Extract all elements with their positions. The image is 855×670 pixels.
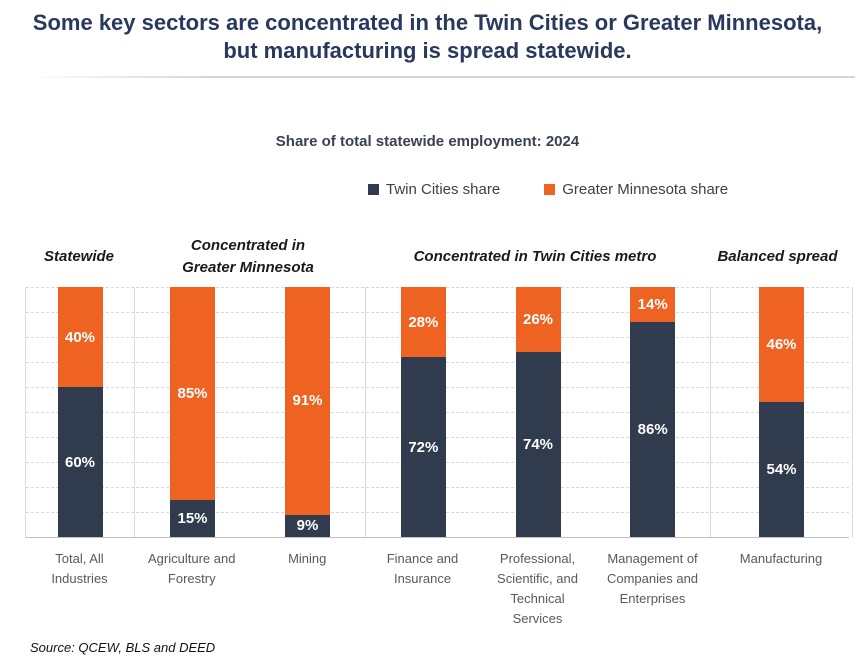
legend-label: Twin Cities share	[386, 181, 501, 198]
legend-swatch-twin-cities-icon	[368, 184, 379, 195]
bar-value-label: 85%	[177, 384, 208, 402]
category-tick-label: Professional, Scientific, and Technical …	[497, 551, 578, 626]
tick-slot: Total, All Industries	[25, 549, 134, 629]
bar-value-label: 28%	[408, 313, 439, 331]
bar-value-label: 15%	[177, 509, 208, 527]
group-header-label: Balanced spread	[717, 248, 838, 265]
bar-value-label: 9%	[296, 517, 319, 535]
stacked-bar: 28% 72%	[400, 287, 446, 537]
page-title: Some key sectors are concentrated in the…	[0, 9, 855, 65]
legend-label: Greater Minnesota share	[562, 181, 729, 198]
category-tick-label: Agriculture and Forestry	[148, 551, 236, 586]
bar-value-label: 40%	[64, 328, 96, 346]
legend-swatch-greater-minnesota-icon	[544, 184, 556, 195]
panel-0: 40% 60%	[26, 287, 135, 537]
tick-slot: Management of Companies and Enterprises	[595, 549, 710, 629]
bar-segment-greater-minnesota: 40%	[57, 287, 103, 387]
tick-slot: Manufacturing	[710, 549, 852, 629]
bar-slot: 40% 60%	[26, 287, 134, 537]
category-tick-label: Total, All Industries	[51, 551, 108, 586]
panel-1: 85% 15% 91% 9%	[135, 287, 366, 537]
tick-panel-3: Manufacturing	[710, 549, 852, 629]
group-header-3: Balanced spread	[707, 232, 848, 282]
group-header-1: Concentrated in Greater Minnesota	[133, 232, 363, 282]
bar-value-label: 72%	[408, 438, 439, 456]
bar-slot: 85% 15%	[135, 287, 250, 537]
bar-slot: 91% 9%	[250, 287, 365, 537]
bar-segment-twin-cities: 15%	[170, 499, 215, 537]
tick-panel-0: Total, All Industries	[25, 549, 134, 629]
panel-2: 28% 72% 26% 74% 14% 86%	[366, 287, 711, 537]
tick-slot: Mining	[250, 549, 366, 629]
category-axis: Total, All Industries Agriculture and For…	[25, 549, 848, 629]
bar-value-label: 86%	[637, 421, 668, 438]
page-title-text: Some key sectors are concentrated in the…	[32, 10, 823, 63]
title-divider-line	[30, 76, 855, 78]
bar-value-label: 60%	[64, 453, 96, 471]
plot-area: 40% 60% 85% 15% 91% 9% 28% 72% 26% 74% 14% 86% 46% 54…	[25, 287, 853, 538]
plot-panels: 40% 60% 85% 15% 91% 9% 28% 72% 26% 74% 14% 86% 46% 54…	[26, 287, 853, 537]
bar-slot: 46% 54%	[711, 287, 852, 537]
bar-value-label: 91%	[292, 392, 323, 410]
group-header-label: Concentrated in Twin Cities metro	[413, 248, 657, 265]
tick-panel-1: Agriculture and Forestry Mining	[134, 549, 365, 629]
chart-legend: Twin Cities share Greater Minnesota share	[368, 181, 728, 198]
stacked-bar: 91% 9%	[285, 287, 330, 537]
stacked-bar: 26% 74%	[515, 287, 561, 537]
bar-slot: 14% 86%	[595, 287, 710, 537]
stacked-bar: 46% 54%	[759, 287, 804, 537]
chart-title: Share of total statewide employment: 202…	[275, 133, 580, 150]
group-headers: Statewide Concentrated in Greater Minneso…	[25, 232, 848, 282]
category-tick-label: Finance and Insurance	[386, 551, 459, 586]
bar-value-label: 26%	[522, 311, 554, 328]
bar-segment-twin-cities: 60%	[57, 387, 103, 537]
legend-item-1: Greater Minnesota share	[544, 181, 728, 198]
tick-panel-2: Finance and Insurance Professional, Scien…	[365, 549, 710, 629]
bar-segment-twin-cities: 9%	[285, 514, 330, 537]
group-header-label: Statewide	[43, 248, 115, 265]
bar-value-label: 74%	[522, 436, 554, 453]
bar-value-label: 14%	[637, 296, 668, 313]
source-note: Source: QCEW, BLS and DEED	[30, 640, 216, 655]
bar-slot: 28% 72%	[366, 287, 481, 537]
bar-segment-greater-minnesota: 91%	[285, 287, 330, 515]
bar-slot: 26% 74%	[481, 287, 596, 537]
stacked-bar: 85% 15%	[170, 287, 215, 537]
bar-segment-greater-minnesota: 46%	[759, 287, 804, 402]
group-header-2: Concentrated in Twin Cities metro	[363, 232, 707, 282]
group-header-0: Statewide	[25, 232, 133, 282]
bar-value-label: 54%	[766, 461, 797, 478]
category-tick-label: Mining	[288, 551, 327, 566]
bar-segment-twin-cities: 86%	[630, 322, 676, 537]
tick-slot: Agriculture and Forestry	[134, 549, 250, 629]
bar-segment-greater-minnesota: 85%	[170, 287, 215, 500]
bar-value-label: 46%	[766, 336, 797, 353]
group-header-label: Concentrated in Greater Minnesota	[182, 237, 314, 276]
panel-3: 46% 54%	[711, 287, 853, 537]
bar-segment-greater-minnesota: 28%	[400, 287, 446, 357]
bar-segment-twin-cities: 54%	[759, 402, 804, 537]
legend-item-0: Twin Cities share	[368, 181, 500, 198]
stacked-bar: 14% 86%	[630, 287, 676, 537]
bar-segment-twin-cities: 72%	[400, 357, 446, 537]
bar-segment-greater-minnesota: 26%	[515, 287, 561, 352]
stacked-bar: 40% 60%	[57, 287, 103, 537]
category-tick-label: Manufacturing	[739, 551, 823, 566]
tick-slot: Finance and Insurance	[365, 549, 480, 629]
bar-segment-greater-minnesota: 14%	[630, 287, 676, 322]
bar-segment-twin-cities: 74%	[515, 352, 561, 537]
tick-slot: Professional, Scientific, and Technical …	[480, 549, 595, 629]
category-tick-label: Management of Companies and Enterprises	[606, 551, 699, 606]
